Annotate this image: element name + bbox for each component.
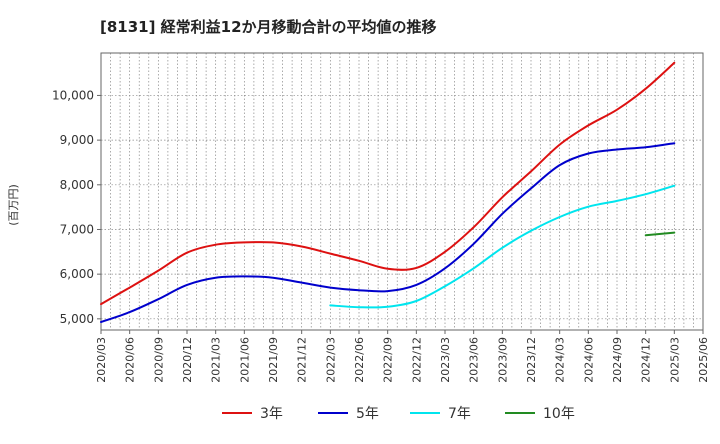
legend-label: 7年 <box>448 406 471 422</box>
y-axis-label: (百万円) <box>7 184 20 226</box>
x-tick-label: 2022/09 <box>382 337 395 383</box>
x-tick-labels: 2020/03 2020/06 2020/09 2020/12 2021/03 2021/… <box>95 330 710 383</box>
x-tick-label: 2021/06 <box>238 337 251 383</box>
x-tick-label: 2020/03 <box>95 337 108 383</box>
x-tick-label: 2025/03 <box>668 337 681 383</box>
x-tick-label: 2023/12 <box>525 337 538 383</box>
legend: 3年 5年 7年 10年 <box>222 406 575 422</box>
x-tick-label: 2023/09 <box>496 337 509 383</box>
legend-label: 5年 <box>356 406 379 422</box>
series-line-3 <box>329 184 676 309</box>
y-tick-label: 7,000 <box>60 222 94 236</box>
y-tick-label: 6,000 <box>60 267 94 281</box>
x-tick-label: 2020/06 <box>124 337 137 383</box>
legend-label: 10年 <box>543 406 575 422</box>
chart-title: [8131] 経常利益12か月移動合計の平均値の推移 <box>100 18 437 36</box>
x-tick-label: 2020/09 <box>152 337 165 383</box>
series-lines <box>100 61 676 323</box>
legend-label: 3年 <box>260 406 283 422</box>
x-tick-label: 2020/12 <box>181 337 194 383</box>
series-line-4 <box>644 231 676 237</box>
y-tick-label: 8,000 <box>60 178 94 192</box>
plot-frame <box>100 52 704 331</box>
x-tick-label: 2022/03 <box>324 337 337 383</box>
x-tick-label: 2022/12 <box>410 337 423 383</box>
series-line-2 <box>100 142 676 323</box>
x-tick-label: 2022/06 <box>353 337 366 383</box>
x-tick-label: 2021/09 <box>267 337 280 383</box>
x-tick-label: 2024/09 <box>611 337 624 383</box>
x-tick-label: 2025/06 <box>697 337 710 383</box>
y-tick-label: 5,000 <box>60 312 94 326</box>
grid-lines <box>101 53 703 330</box>
x-tick-label: 2021/12 <box>296 337 309 383</box>
y-tick-labels: 5,000 6,000 7,000 8,000 9,000 10,000 <box>52 88 101 326</box>
x-tick-label: 2024/03 <box>554 337 567 383</box>
y-tick-label: 9,000 <box>60 133 94 147</box>
x-tick-label: 2021/03 <box>210 337 223 383</box>
x-tick-label: 2024/12 <box>640 337 653 383</box>
series-line-1 <box>100 61 676 306</box>
y-tick-label: 10,000 <box>52 88 94 102</box>
x-tick-label: 2024/06 <box>582 337 595 383</box>
x-tick-label: 2023/03 <box>439 337 452 383</box>
x-tick-label: 2023/06 <box>468 337 481 383</box>
